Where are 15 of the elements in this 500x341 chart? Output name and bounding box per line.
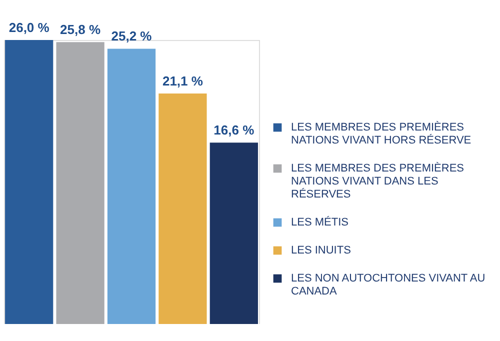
data-label: 21,1 % (162, 74, 204, 89)
data-label: 26,0 % (8, 20, 50, 35)
data-label: 25,8 % (60, 22, 101, 38)
bar (210, 142, 258, 324)
data-label: 25,2 % (111, 28, 152, 44)
data-label: 16,6 % (214, 122, 255, 138)
legend-label: LES MEMBRES DES PREMIÈRES NATIONS VIVANT HORS RÉSERVE (291, 120, 472, 146)
bar (5, 40, 54, 324)
legend-label: LES MÉTIS (291, 216, 348, 228)
legend-label: LES MEMBRES DES PREMIÈRES NATIONS VIVANT DANS LES RÉSERVES (291, 162, 464, 200)
bar (158, 94, 207, 324)
legend-label: LES INUITS (291, 244, 351, 256)
bar (56, 42, 104, 324)
legend-label: LES NON AUTOCHTONES VIVANT AU CANADA (291, 272, 486, 298)
bar (107, 48, 156, 324)
